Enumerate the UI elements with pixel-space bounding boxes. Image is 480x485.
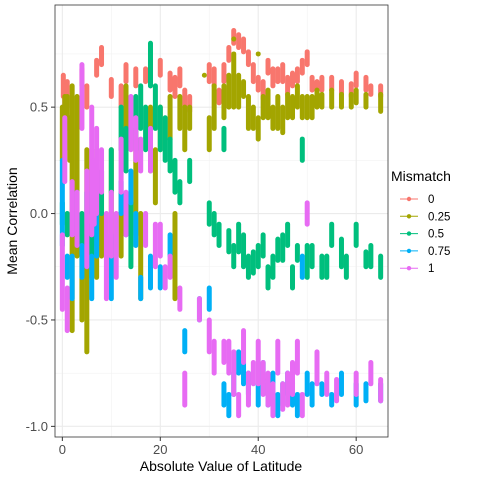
axes-layer: 0 20 40 60 -1.0 -0.5 0.0 0.5 — [26, 100, 364, 457]
legend-title: Mismatch — [391, 168, 451, 184]
legend-key — [406, 231, 412, 236]
x-tick-label: 60 — [349, 442, 363, 457]
legend-key — [406, 248, 412, 254]
x-tick-label: 40 — [251, 442, 265, 457]
legend-item: 0 — [400, 194, 434, 206]
legend-key — [406, 214, 412, 219]
legend-label: 0.75 — [428, 246, 450, 258]
y-tick-label: -1.0 — [26, 419, 48, 434]
legend-item: 1 — [400, 263, 434, 275]
data-point — [255, 51, 261, 57]
y-tick-label: 0.0 — [30, 206, 48, 221]
series-4 — [59, 62, 384, 419]
y-tick-label: -0.5 — [26, 312, 48, 327]
y-axis-title: Mean Correlation — [4, 167, 20, 274]
legend-label: 1 — [428, 263, 434, 275]
panel-border — [54, 4, 389, 438]
legend-items: 0 0.25 0.5 0.75 1 — [400, 194, 450, 275]
data-point — [231, 36, 237, 42]
legend-item: 0.75 — [400, 246, 450, 258]
legend-label: 0 — [428, 194, 434, 206]
x-tick-label: 0 — [59, 442, 66, 457]
data-point — [201, 72, 207, 78]
legend-key — [406, 196, 412, 202]
data-layer — [59, 28, 384, 419]
legend-key — [406, 266, 412, 271]
series-1 — [59, 36, 384, 355]
x-axis-title: Absolute Value of Latitude — [140, 458, 303, 474]
x-tick-label: 20 — [153, 442, 167, 457]
legend-label: 0.25 — [428, 211, 450, 223]
legend-item: 0.5 — [400, 229, 444, 241]
legend-label: 0.5 — [428, 229, 444, 241]
legend-item: 0.25 — [400, 211, 450, 223]
y-tick-label: 0.5 — [30, 100, 48, 115]
legend: Mismatch 0 0.25 0.5 0.75 1 — [391, 168, 451, 275]
